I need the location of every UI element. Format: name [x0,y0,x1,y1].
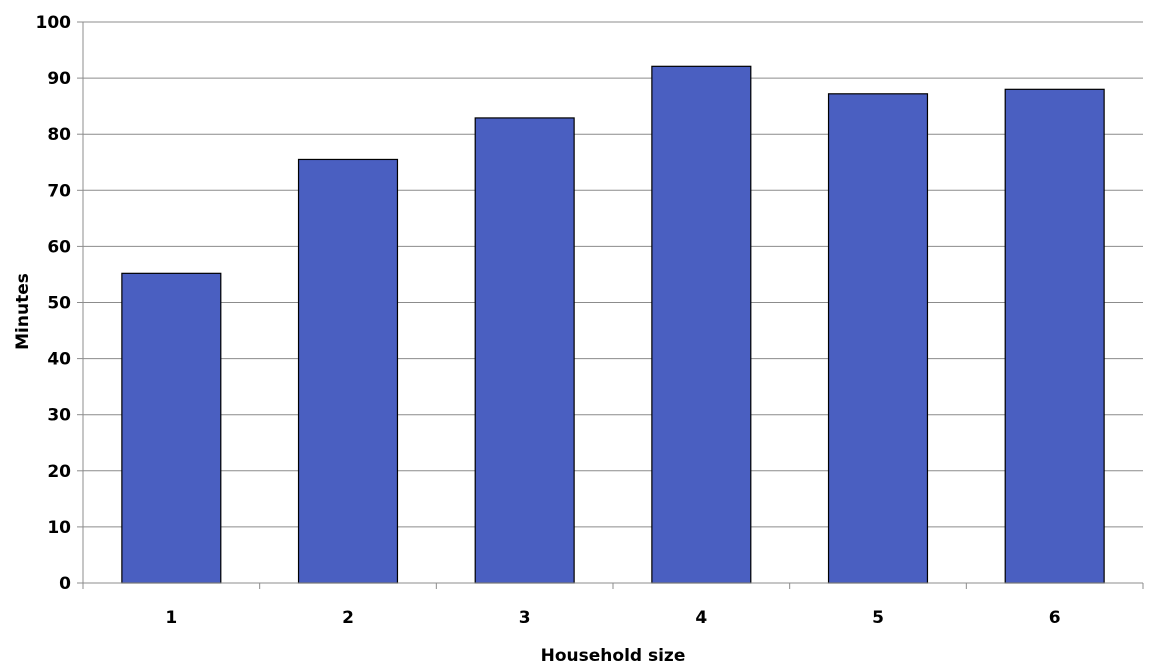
y-axis-ticks: 0 10 20 30 40 50 60 70 80 90 100 [36,13,83,594]
x-tick-label: 2 [342,608,354,628]
bar-5 [827,93,929,584]
y-tick-label: 30 [47,406,71,426]
bar-3 [474,117,575,584]
y-tick-label: 100 [36,13,72,33]
x-axis-title: Household size [541,646,686,666]
y-tick-label: 90 [47,69,71,89]
y-tick-label: 80 [47,125,71,145]
x-tick-label: 4 [695,608,707,628]
y-tick-label: 20 [47,462,71,482]
bar-4 [651,65,752,584]
x-tick-label: 3 [519,608,531,628]
gridlines [83,21,1143,528]
y-tick-label: 10 [47,518,71,538]
bar-1 [121,272,222,584]
x-tick-label: 6 [1049,608,1061,628]
y-tick-label: 50 [47,294,71,314]
y-tick-label: 0 [59,574,71,594]
bars [121,65,1105,584]
y-tick-label: 60 [47,237,71,257]
y-axis-title: Minutes [13,273,33,350]
y-tick-label: 40 [47,350,71,370]
x-axis-ticks: 1 2 3 4 5 6 [82,583,1144,628]
bar-6 [1004,88,1105,584]
bar-2 [297,158,399,584]
x-tick-label: 5 [872,608,884,628]
x-tick-label: 1 [165,608,177,628]
y-tick-label: 70 [47,181,71,201]
